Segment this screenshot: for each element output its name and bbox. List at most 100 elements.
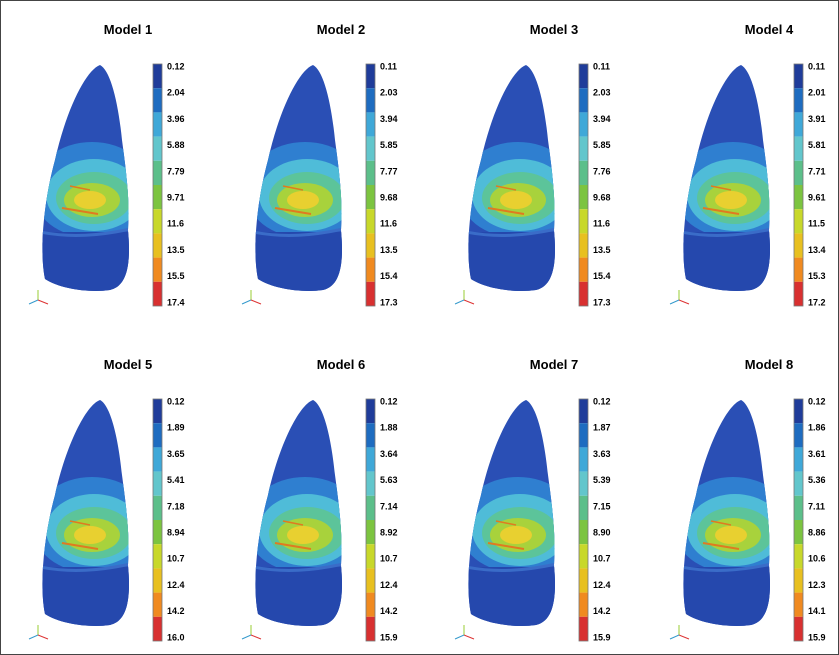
scale-segment (579, 423, 588, 447)
scale-segment (794, 399, 803, 423)
scale-label: 3.96 (167, 114, 185, 124)
scale-label: 5.36 (808, 475, 826, 485)
panel-title: Model 8 (745, 357, 793, 372)
scale-segment (366, 209, 375, 233)
scale-segment (794, 520, 803, 544)
scale-segment (794, 161, 803, 185)
scale-segment (794, 447, 803, 471)
scale-label: 0.12 (380, 396, 398, 406)
scale-label: 15.9 (808, 632, 826, 642)
scale-label: 11.6 (593, 219, 610, 229)
scale-segment (794, 137, 803, 161)
panel: Model 40.112.013.915.817.719.6111.513.41… (670, 22, 826, 307)
scale-segment (579, 209, 588, 233)
scale-label: 7.15 (593, 501, 611, 511)
scale-segment (579, 496, 588, 520)
scale-segment (153, 282, 162, 306)
panel-title: Model 4 (745, 22, 794, 37)
scale-label: 8.92 (380, 527, 398, 537)
scale-label: 14.2 (593, 606, 611, 616)
scale-segment (579, 472, 588, 496)
scale-label: 12.4 (593, 580, 611, 590)
panel: Model 80.121.863.615.367.118.8610.612.31… (670, 357, 826, 642)
scale-segment (366, 137, 375, 161)
scale-label: 0.12 (593, 396, 611, 406)
scale-label: 1.88 (380, 423, 398, 433)
scale-segment (153, 447, 162, 471)
scale-segment (366, 233, 375, 257)
panel: Model 20.112.033.945.857.779.6811.613.51… (242, 22, 398, 307)
panel-title: Model 6 (317, 357, 365, 372)
scale-label: 0.11 (593, 61, 610, 71)
scale-segment (794, 209, 803, 233)
scale-segment (366, 258, 375, 282)
scale-segment (366, 112, 375, 136)
scale-label: 8.90 (593, 527, 611, 537)
scale-segment (794, 617, 803, 641)
panel-title: Model 1 (104, 22, 152, 37)
scale-label: 7.77 (380, 166, 398, 176)
scale-label: 17.4 (167, 297, 185, 307)
scale-segment (153, 64, 162, 88)
scale-label: 5.85 (380, 140, 398, 150)
scale-label: 2.01 (808, 88, 826, 98)
scale-segment (153, 258, 162, 282)
scale-label: 15.5 (167, 271, 185, 281)
scale-label: 7.71 (808, 166, 826, 176)
scale-label: 5.88 (167, 140, 185, 150)
scale-label: 3.94 (380, 114, 398, 124)
scale-segment (366, 544, 375, 568)
scale-label: 2.04 (167, 88, 185, 98)
scale-segment (794, 544, 803, 568)
scale-label: 17.3 (593, 297, 611, 307)
scale-segment (153, 137, 162, 161)
scale-segment (153, 233, 162, 257)
scale-label: 5.41 (167, 475, 185, 485)
stress-plot (29, 395, 152, 639)
scale-label: 15.9 (380, 632, 398, 642)
scale-label: 14.2 (167, 606, 185, 616)
scale-label: 3.63 (593, 449, 611, 459)
scale-segment (579, 258, 588, 282)
scale-label: 2.03 (380, 88, 398, 98)
scale-segment (366, 64, 375, 88)
scale-segment (579, 593, 588, 617)
scale-label: 8.86 (808, 527, 826, 537)
panel: Model 50.121.893.655.417.188.9410.712.41… (29, 357, 185, 642)
scale-segment (366, 282, 375, 306)
scale-label: 1.89 (167, 423, 185, 433)
scale-segment (366, 593, 375, 617)
stress-plot (242, 60, 365, 304)
scale-label: 11.6 (380, 219, 397, 229)
scale-segment (153, 209, 162, 233)
panel: Model 60.121.883.645.637.148.9210.712.41… (242, 357, 398, 642)
scale-label: 8.94 (167, 527, 185, 537)
panel-title: Model 7 (530, 357, 578, 372)
scale-label: 0.11 (380, 61, 397, 71)
scale-label: 13.5 (380, 245, 398, 255)
scale-segment (153, 617, 162, 641)
scale-segment (579, 88, 588, 112)
scale-label: 17.2 (808, 297, 826, 307)
scale-segment (366, 472, 375, 496)
scale-label: 7.76 (593, 166, 611, 176)
panels: Model 10.122.043.965.887.799.7111.613.51… (29, 22, 826, 642)
scale-label: 12.3 (808, 580, 826, 590)
scale-label: 13.5 (593, 245, 611, 255)
scale-segment (366, 568, 375, 592)
scale-segment (579, 185, 588, 209)
scale-segment (794, 568, 803, 592)
scale-label: 9.71 (167, 192, 185, 202)
scale-label: 16.0 (167, 632, 185, 642)
scale-segment (366, 399, 375, 423)
scale-label: 11.6 (167, 219, 184, 229)
scale-label: 0.12 (167, 396, 185, 406)
stress-plot (455, 60, 578, 304)
scale-label: 7.11 (808, 501, 825, 511)
scale-segment (153, 399, 162, 423)
scale-label: 10.7 (593, 554, 611, 564)
scale-segment (153, 185, 162, 209)
stress-plot (670, 60, 793, 304)
scale-segment (153, 88, 162, 112)
scale-segment (153, 112, 162, 136)
